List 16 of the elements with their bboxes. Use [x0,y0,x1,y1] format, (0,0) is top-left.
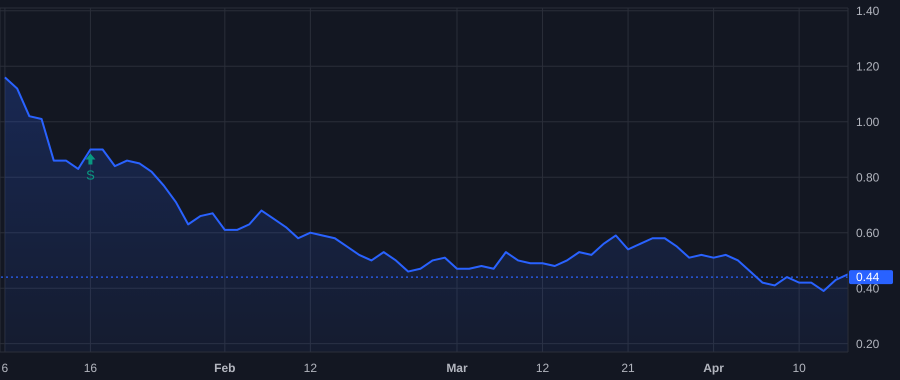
y-tick-label: 1.20 [856,60,880,74]
x-tick-label: 12 [304,361,318,375]
annotation: S [86,167,96,182]
x-tick-label: 12 [536,361,550,375]
x-tick-label: 16 [84,361,98,375]
x-tick-label: Apr [703,361,724,375]
x-tick-label: 21 [621,361,636,375]
y-tick-label: 1.00 [856,115,880,129]
x-tick-label: Mar [446,361,468,375]
x-tick-label: 6 [2,361,9,375]
y-tick-label: 0.20 [856,336,880,351]
y-tick-label: 1.40 [856,4,880,18]
y-tick-label: 0.60 [856,226,880,240]
x-tick-label: Feb [214,361,236,375]
y-tick-label: 0.80 [856,170,880,184]
x-tick-label: 10 [792,361,806,375]
